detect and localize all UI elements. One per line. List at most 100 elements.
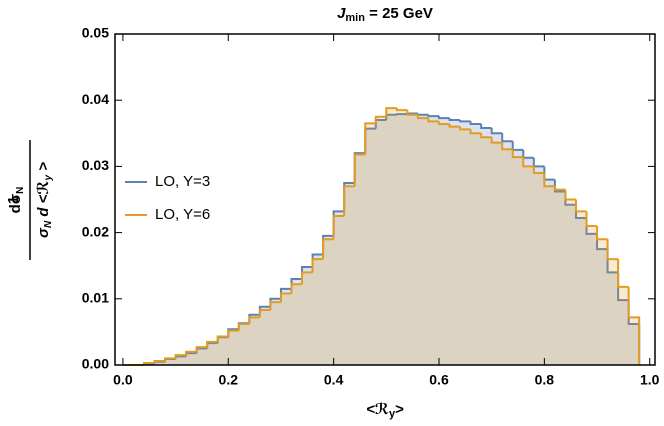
bar	[565, 199, 576, 365]
bar	[238, 323, 250, 365]
bar	[280, 288, 292, 365]
bar	[428, 116, 439, 365]
step-line	[596, 225, 608, 241]
step-line	[448, 124, 461, 128]
bar	[533, 173, 545, 365]
bar	[417, 118, 429, 365]
bar	[449, 126, 461, 366]
bar	[375, 120, 387, 365]
step-line	[153, 360, 166, 364]
step-line	[469, 129, 482, 135]
step-line	[522, 149, 534, 159]
step-line	[322, 238, 334, 260]
bar	[481, 128, 492, 365]
y-label-part: dσ	[7, 194, 24, 213]
bar	[523, 157, 534, 365]
bar	[565, 204, 576, 365]
y-tick-label: 0.00	[82, 356, 109, 372]
bar	[186, 353, 197, 365]
step-line	[490, 137, 503, 144]
bar	[228, 330, 239, 365]
step-line	[480, 133, 492, 139]
step-line	[174, 354, 187, 359]
step-line	[501, 142, 513, 151]
bar	[291, 278, 303, 365]
x-tick-label: 0.4	[324, 372, 344, 388]
bar	[586, 233, 598, 365]
bar	[502, 149, 513, 365]
bar	[154, 361, 166, 365]
step-line	[490, 128, 503, 135]
bar	[597, 239, 608, 365]
step-line	[606, 239, 619, 261]
step-line	[532, 166, 545, 175]
bar	[575, 211, 587, 365]
bar	[323, 235, 334, 365]
x-tick-label: 0.6	[429, 372, 449, 388]
bar	[238, 323, 250, 365]
bar	[344, 186, 355, 365]
legend-label: LO, Y=6	[155, 206, 210, 223]
bar	[259, 306, 271, 365]
bar	[228, 329, 239, 365]
x-tick-label: 1.0	[640, 372, 660, 388]
bar	[628, 317, 640, 365]
bar	[312, 254, 324, 365]
step-line	[406, 110, 418, 116]
step-line	[385, 107, 397, 117]
bar	[439, 124, 450, 365]
step-line	[532, 157, 545, 168]
y-label-part: d <	[35, 194, 52, 220]
bar	[523, 166, 534, 365]
bar	[470, 124, 482, 365]
step-line	[438, 116, 450, 120]
bar	[249, 317, 260, 365]
x-axis-label: <ℛy>	[366, 401, 404, 420]
bar	[439, 118, 450, 365]
bar	[302, 272, 313, 365]
step-line	[374, 115, 387, 124]
bar	[554, 191, 566, 365]
step-line	[185, 350, 197, 356]
step-line	[416, 113, 429, 116]
step-line	[258, 309, 271, 318]
y-axis-label: 1 dσN σN d <ℛy >	[5, 140, 54, 260]
bar	[333, 216, 345, 365]
bar	[544, 186, 555, 365]
x-tick-label: 0.0	[113, 372, 133, 388]
step-line	[574, 199, 587, 213]
bar	[460, 129, 471, 365]
bar	[270, 298, 281, 365]
step-line	[617, 259, 629, 288]
chart-title: Jmin = 25 GeV	[337, 5, 433, 24]
step-line	[353, 153, 366, 187]
bar	[280, 293, 292, 365]
bar	[154, 361, 166, 365]
x-label-sub: y	[389, 408, 396, 420]
bar	[386, 108, 397, 366]
step-line	[553, 179, 566, 193]
bar	[449, 120, 461, 365]
step-line	[427, 118, 439, 123]
bar	[259, 310, 271, 365]
bar	[165, 358, 176, 365]
bar	[196, 347, 208, 365]
step-line	[459, 120, 471, 123]
title-sub: min	[345, 12, 365, 24]
bar	[607, 272, 619, 365]
bar	[554, 189, 566, 365]
x-tick-label: 0.8	[535, 372, 555, 388]
y-tick-label: 0.01	[82, 290, 109, 306]
bar	[196, 348, 208, 365]
step-line	[585, 211, 598, 227]
step-line	[511, 149, 524, 159]
bar	[544, 179, 555, 365]
step-line	[553, 186, 566, 191]
bar	[491, 142, 503, 365]
plot-frame	[114, 33, 656, 366]
bar	[354, 153, 366, 365]
step-line	[227, 329, 239, 337]
bar	[533, 166, 545, 365]
series	[122, 107, 641, 366]
